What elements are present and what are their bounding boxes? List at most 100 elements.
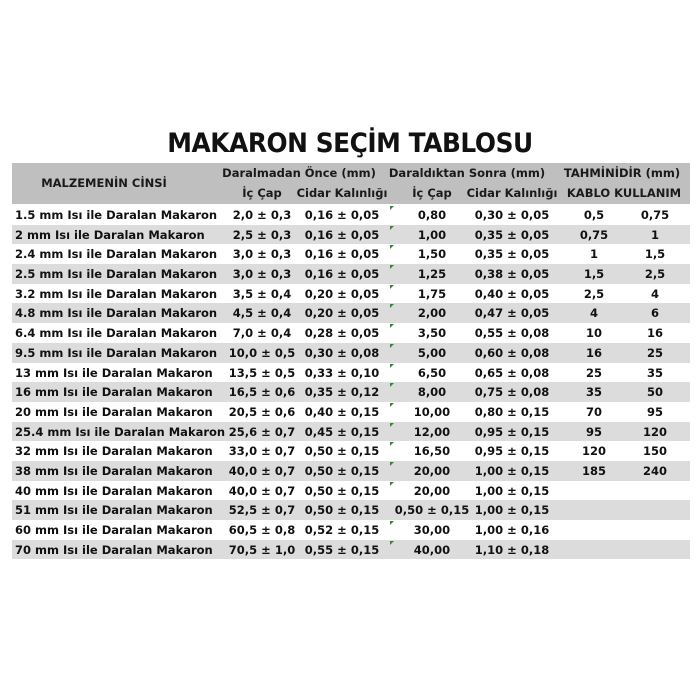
- cell-cable-min: 120: [581, 444, 607, 459]
- cell-material-name: 60 mm Isı ile Daralan Makaron: [15, 523, 213, 537]
- cell-wall-after: 0,35 ± 0,05: [474, 247, 550, 262]
- cell-inner-diameter-before: 33,0 ± 0,7: [228, 444, 296, 459]
- cell-wall-after: 1,00 ± 0,15: [474, 463, 550, 478]
- table-row: 51 mm Isı ile Daralan Makaron 52,5 ± 0,7 0…: [12, 500, 690, 520]
- table-row: 6.4 mm Isı ile Daralan Makaron 7,0 ± 0,4 0…: [12, 323, 690, 343]
- cell-cable-min: 0,75: [579, 227, 609, 242]
- table-row: 20 mm Isı ile Daralan Makaron 20,5 ± 0,6 0…: [12, 402, 690, 422]
- cell-inner-diameter-before: 3,0 ± 0,3: [232, 267, 292, 282]
- cell-wall-before: 0,50 ± 0,15: [304, 444, 380, 459]
- cell-wall-after: 1,00 ± 0,16: [474, 523, 550, 537]
- cell-inner-diameter-after: 40,00: [413, 542, 451, 557]
- cell-cable-max: 4: [650, 286, 660, 301]
- cell-cable-min: 185: [581, 463, 607, 478]
- table-row: 2 mm Isı ile Daralan Makaron 2,5 ± 0,3 0,1…: [12, 224, 690, 245]
- table-row: 40 mm Isı ile Daralan Makaron 40,0 ± 0,7 0…: [12, 481, 690, 501]
- cell-wall-after: 0,55 ± 0,08: [474, 326, 550, 341]
- cell-comment-marker-icon: [390, 383, 394, 388]
- cell-cable-max: 2,5: [644, 267, 666, 282]
- cell-wall-before: 0,20 ± 0,05: [304, 286, 380, 301]
- cell-comment-marker-icon: [390, 324, 394, 329]
- cell-inner-diameter-before: 13,5 ± 0,5: [228, 365, 296, 380]
- cell-material-name: 1.5 mm Isı ile Daralan Makaron: [15, 208, 218, 222]
- cell-cable-max: 0,75: [640, 208, 670, 222]
- cell-comment-marker-icon: [390, 481, 394, 486]
- cell-wall-before: 0,16 ± 0,05: [304, 247, 380, 262]
- cell-comment-marker-icon: [390, 225, 394, 230]
- cell-inner-diameter-after: 0,80: [417, 208, 447, 222]
- cell-comment-marker-icon: [390, 461, 394, 466]
- cell-wall-before: 0,16 ± 0,05: [304, 227, 380, 242]
- cell-wall-after: 0,75 ± 0,08: [474, 385, 550, 400]
- cell-material-name: 2.5 mm Isı ile Daralan Makaron: [15, 267, 218, 282]
- cell-inner-diameter-before: 3,0 ± 0,3: [232, 247, 292, 262]
- cell-material-name: 38 mm Isı ile Daralan Makaron: [15, 463, 213, 478]
- cell-inner-diameter-after: 1,25: [417, 267, 447, 282]
- cell-material-name: 9.5 mm Isı ile Daralan Makaron: [15, 345, 218, 360]
- header-after: Daraldıktan Sonra (mm): [388, 166, 546, 180]
- cell-wall-after: 0,60 ± 0,08: [474, 345, 550, 360]
- cell-inner-diameter-after: 30,00: [413, 523, 451, 537]
- cell-material-name: 13 mm Isı ile Daralan Makaron: [15, 365, 213, 380]
- cell-cable-max: 35: [646, 365, 664, 380]
- cell-wall-before: 0,35 ± 0,12: [304, 385, 380, 400]
- cell-cable-max: 95: [646, 404, 664, 419]
- cell-cable-min: 25: [585, 365, 603, 380]
- cell-inner-diameter-after: 8,00: [417, 385, 447, 400]
- cell-cable-min: 2,5: [583, 286, 605, 301]
- cell-wall-before: 0,28 ± 0,05: [304, 326, 380, 341]
- cell-comment-marker-icon: [390, 442, 394, 447]
- cell-cable-min: 95: [585, 424, 603, 439]
- table-row: 32 mm Isı ile Daralan Makaron 33,0 ± 0,7 0…: [12, 441, 690, 461]
- table-row: 13 mm Isı ile Daralan Makaron 13,5 ± 0,5 0…: [12, 363, 690, 383]
- cell-cable-min: 70: [585, 404, 603, 419]
- table-body: 1.5 mm Isı ile Daralan Makaron 2,0 ± 0,3 0…: [12, 205, 690, 560]
- cell-inner-diameter-after: 16,50: [413, 444, 451, 459]
- cell-comment-marker-icon: [390, 304, 394, 309]
- cell-inner-diameter-before: 70,5 ± 1,0: [228, 542, 296, 557]
- cell-wall-before: 0,20 ± 0,05: [304, 306, 380, 321]
- cell-material-name: 32 mm Isı ile Daralan Makaron: [15, 444, 213, 459]
- cell-cable-max: 120: [642, 424, 668, 439]
- cell-cable-min: 0,5: [583, 208, 605, 222]
- cell-inner-diameter-before: 52,5 ± 0,7: [228, 503, 296, 518]
- cell-material-name: 20 mm Isı ile Daralan Makaron: [15, 404, 213, 419]
- cell-wall-after: 0,80 ± 0,15: [474, 404, 550, 419]
- cell-wall-after: 0,95 ± 0,15: [474, 444, 550, 459]
- table-row: 3.2 mm Isı ile Daralan Makaron 3,5 ± 0,4 0…: [12, 284, 690, 304]
- cell-comment-marker-icon: [390, 540, 394, 545]
- cell-material-name: 2.4 mm Isı ile Daralan Makaron: [15, 247, 218, 262]
- cell-inner-diameter-before: 40,0 ± 0,7: [228, 463, 296, 478]
- table-header: MALZEMENİN CİNSİ Daralmadan Önce (mm) Da…: [12, 163, 690, 204]
- cell-inner-diameter-before: 20,5 ± 0,6: [228, 404, 296, 419]
- cell-comment-marker-icon: [390, 363, 394, 368]
- cell-cable-min: 1,5: [583, 267, 605, 282]
- header-material: MALZEMENİN CİNSİ: [41, 176, 167, 190]
- cell-wall-before: 0,16 ± 0,05: [304, 208, 380, 222]
- table-row: 2.5 mm Isı ile Daralan Makaron 3,0 ± 0,3 0…: [12, 264, 690, 284]
- cell-wall-after: 0,38 ± 0,05: [474, 267, 550, 282]
- cell-material-name: 6.4 mm Isı ile Daralan Makaron: [15, 326, 218, 341]
- cell-inner-diameter-after: 12,00: [413, 424, 451, 439]
- cell-wall-after: 0,40 ± 0,05: [474, 286, 550, 301]
- header-inner-diameter-before: İç Çap: [242, 186, 282, 200]
- cell-inner-diameter-after: 1,00: [417, 227, 447, 242]
- cell-inner-diameter-before: 16,5 ± 0,6: [228, 385, 296, 400]
- cell-cable-min: 4: [589, 306, 599, 321]
- table-row: 25.4 mm Isı ile Daralan Makaron 25,6 ± 0,…: [12, 421, 690, 442]
- cell-wall-after: 0,35 ± 0,05: [474, 227, 550, 242]
- cell-material-name: 16 mm Isı ile Daralan Makaron: [15, 385, 213, 400]
- cell-comment-marker-icon: [390, 402, 394, 407]
- cell-inner-diameter-before: 7,0 ± 0,4: [232, 326, 292, 341]
- cell-wall-before: 0,52 ± 0,15: [304, 523, 380, 537]
- cell-cable-max: 240: [642, 463, 668, 478]
- cell-wall-after: 1,00 ± 0,15: [474, 483, 550, 498]
- table-row: 70 mm Isı ile Daralan Makaron 70,5 ± 1,0 0…: [12, 539, 690, 560]
- cell-comment-marker-icon: [390, 206, 394, 210]
- cell-wall-before: 0,45 ± 0,15: [304, 424, 380, 439]
- cell-inner-diameter-after: 5,00: [417, 345, 447, 360]
- cell-inner-diameter-after: 6,50: [417, 365, 447, 380]
- cell-wall-before: 0,50 ± 0,15: [304, 503, 380, 518]
- cell-comment-marker-icon: [390, 284, 394, 289]
- cell-cable-max: 16: [646, 326, 664, 341]
